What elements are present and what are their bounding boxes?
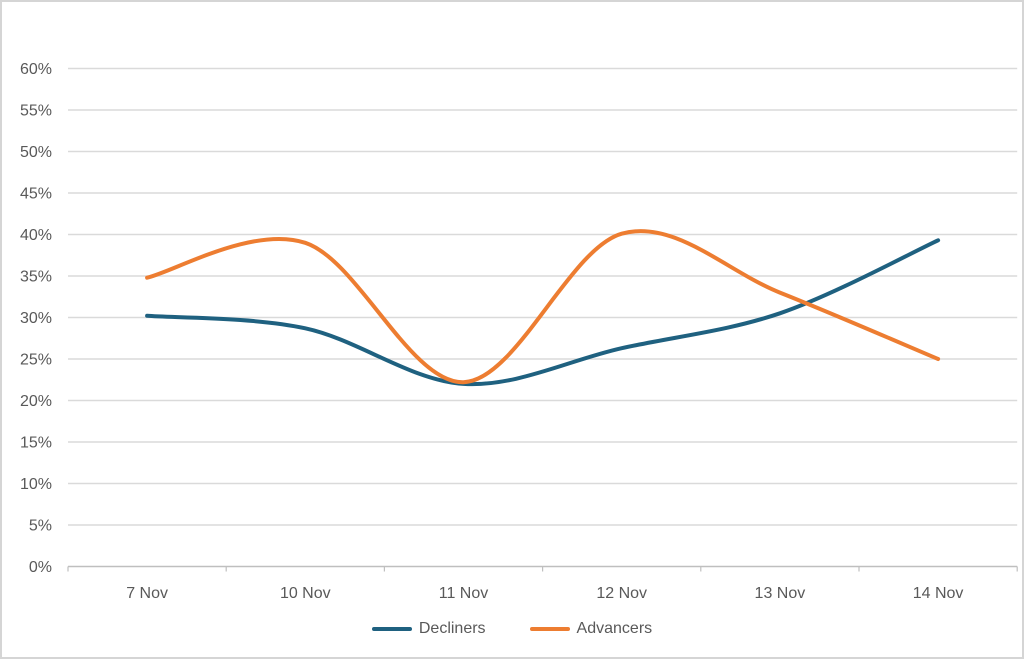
x-axis-tick-label: 10 Nov	[280, 585, 331, 602]
y-axis-tick-label: 25%	[20, 352, 52, 369]
y-axis-tick-label: 0%	[29, 559, 52, 576]
y-axis-tick-label: 45%	[20, 186, 52, 203]
y-axis-tick-label: 30%	[20, 310, 52, 327]
y-axis-tick-label: 60%	[20, 61, 52, 78]
x-axis-tick-label: 13 Nov	[755, 585, 806, 602]
legend-label-decliners: Decliners	[418, 620, 486, 637]
y-axis-tick-label: 10%	[20, 476, 52, 493]
legend-item-decliners[interactable]: Decliners	[371, 620, 486, 638]
y-axis-tick-label: 50%	[20, 144, 52, 161]
legend-item-advancers[interactable]: Advancers	[529, 620, 653, 638]
x-axis-tick-label: 14 Nov	[913, 585, 964, 602]
x-axis-tick-label: 7 Nov	[126, 585, 168, 602]
y-axis-tick-label: 40%	[20, 227, 52, 244]
x-axis-tick-label: 11 Nov	[439, 585, 489, 602]
y-axis-tick-label: 5%	[29, 518, 52, 535]
x-axis-tick-label: 12 Nov	[596, 585, 647, 602]
y-axis-tick-label: 35%	[20, 269, 52, 286]
advancers-line-swatch-icon	[529, 627, 570, 631]
chart-legend: Decliners Advancers	[2, 620, 1022, 638]
legend-label-advancers: Advancers	[576, 620, 653, 637]
series-line-advancers	[145, 229, 941, 385]
y-axis-tick-label: 15%	[20, 435, 52, 452]
decliners-line-swatch-icon	[371, 627, 412, 631]
y-axis-tick-label: 55%	[20, 103, 52, 120]
y-axis-tick-label: 20%	[20, 393, 52, 410]
